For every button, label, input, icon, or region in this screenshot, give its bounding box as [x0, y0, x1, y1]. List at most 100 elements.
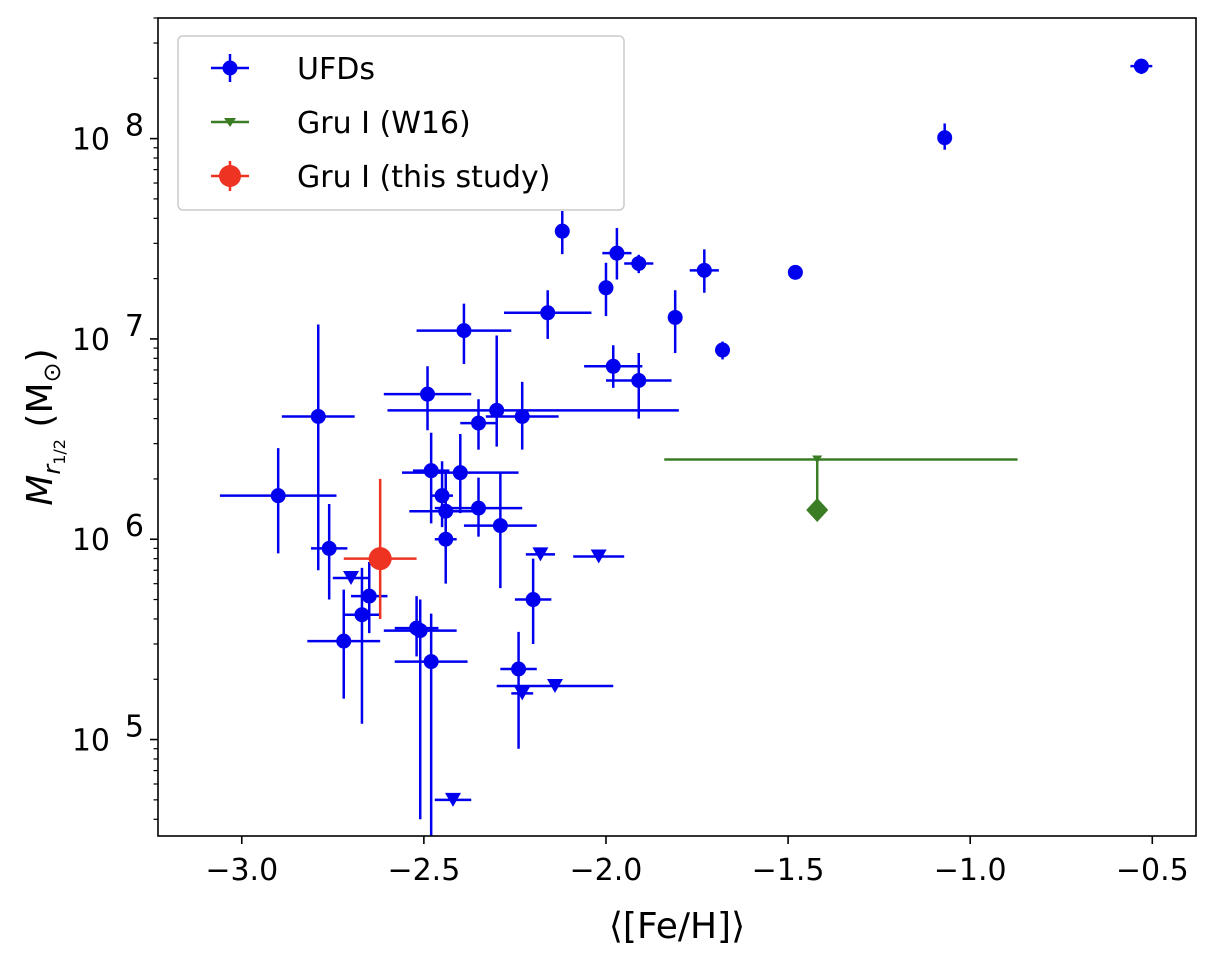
ufd-marker: [456, 323, 472, 339]
ufd-point: [689, 249, 719, 293]
ufd-marker: [423, 654, 439, 670]
ufd-point: [307, 589, 381, 699]
gru-this-study-point: [343, 478, 417, 619]
ufd-point: [460, 399, 497, 450]
ufd-point: [310, 503, 348, 600]
ufd-marker: [489, 402, 505, 418]
y-minor-ticks: [153, 17, 158, 820]
ufd-upper-limit: [496, 679, 614, 694]
ufd-marker: [452, 465, 468, 481]
y-tick-label-exponent: 6: [125, 509, 144, 544]
legend-w16-label: Gru I (W16): [297, 106, 471, 141]
x-axis-label: ⟨[Fe/H]⟩: [609, 906, 745, 947]
ufd-point: [1130, 58, 1153, 75]
ufd-marker: [609, 245, 625, 261]
ufd-point: [715, 341, 731, 360]
ufd-limit-marker: [445, 792, 462, 807]
ufd-marker: [696, 262, 712, 278]
ufd-marker: [471, 500, 487, 516]
ufd-point: [514, 558, 552, 644]
ufd-point: [667, 290, 683, 354]
legend-w16-marker: [224, 118, 236, 127]
ufd-point: [584, 345, 643, 388]
y-tick-label: 10: [72, 523, 110, 558]
ufd-marker: [270, 488, 286, 504]
legend-ufds-marker: [222, 60, 238, 76]
plot-frame: [157, 17, 1197, 837]
ufd-upper-limit: [525, 547, 555, 562]
ufd-point: [504, 290, 592, 339]
ufd-limit-marker: [532, 547, 549, 562]
ufd-point: [554, 211, 570, 255]
legend-this-marker: [219, 165, 241, 187]
legend: UFDs Gru I (W16) Gru I (this study): [177, 35, 625, 211]
ufd-point: [383, 599, 457, 820]
ufd-marker: [471, 415, 487, 431]
w16-point: [664, 455, 1018, 522]
ufd-marker: [540, 305, 556, 321]
ufd-marker: [667, 309, 683, 325]
y-tick-label: 10: [72, 724, 110, 759]
ufd-upper-limit: [573, 549, 625, 564]
plot-area: [219, 58, 1153, 836]
y-tick-label: 10: [72, 123, 110, 158]
y-axis: 10 5 10 6 10 7 10 8: [72, 109, 158, 759]
ufd-marker: [1133, 58, 1149, 74]
ufd-point: [605, 353, 672, 419]
ufd-point: [434, 498, 457, 584]
legend-item-ufds: UFDs: [211, 52, 375, 87]
ufd-marker: [715, 342, 731, 358]
ufd-marker: [525, 592, 541, 608]
legend-item-gru-w16: Gru I (W16): [211, 106, 471, 141]
ufd-upper-limit: [511, 686, 534, 701]
ufd-point: [351, 561, 388, 634]
ufd-limit-marker: [546, 679, 563, 694]
ufd-point: [463, 471, 537, 589]
ufd-marker: [787, 264, 803, 280]
ufd-marker: [354, 607, 370, 623]
x-tick-label: −2.0: [570, 853, 643, 888]
ufd-upper-limit: [332, 571, 370, 586]
legend-ufds-label: UFDs: [297, 52, 375, 87]
ufd-upper-limit: [434, 792, 472, 807]
ufd-point: [387, 335, 679, 447]
ufd-limit-marker: [590, 549, 607, 564]
ufd-point: [598, 262, 614, 317]
ufd-point: [937, 123, 953, 150]
ufd-marker: [420, 386, 436, 402]
ufd-point: [281, 324, 355, 571]
ufd-point: [416, 303, 512, 364]
x-axis: −3.0 −2.5 −2.0 −1.5 −1.0 −0.5: [205, 836, 1189, 888]
x-tick-label: −1.5: [752, 853, 825, 888]
legend-frame: [177, 35, 625, 211]
ufd-marker: [434, 488, 450, 504]
ufd-marker: [511, 661, 527, 677]
ufd-point: [343, 567, 381, 724]
x-tick-label: −0.5: [1116, 853, 1189, 888]
legend-this-label: Gru I (this study): [297, 160, 550, 195]
ufd-marker: [554, 223, 570, 239]
ufd-marker: [438, 531, 454, 547]
y-tick-label-exponent: 5: [125, 710, 144, 745]
ufd-marker: [492, 518, 508, 534]
ufd-marker: [321, 540, 337, 556]
x-tick-label: −2.5: [387, 853, 460, 888]
ufd-marker: [310, 408, 326, 424]
ufd-limit-marker: [514, 686, 531, 701]
ufd-marker: [937, 130, 953, 146]
gru-this-study-marker: [368, 547, 392, 571]
ufd-point: [485, 381, 559, 450]
ufd-point: [602, 227, 632, 280]
y-tick-label-exponent: 7: [125, 309, 144, 344]
ufd-marker: [412, 623, 428, 639]
ufd-series: [219, 58, 1153, 836]
ufd-marker: [361, 588, 377, 604]
ufd-marker: [631, 255, 647, 271]
ufd-marker: [631, 373, 647, 389]
ufd-point: [383, 366, 472, 431]
x-tick-label: −3.0: [205, 853, 278, 888]
ufd-point: [219, 448, 337, 554]
ufd-marker: [336, 633, 352, 649]
y-tick-label-exponent: 8: [125, 109, 144, 144]
